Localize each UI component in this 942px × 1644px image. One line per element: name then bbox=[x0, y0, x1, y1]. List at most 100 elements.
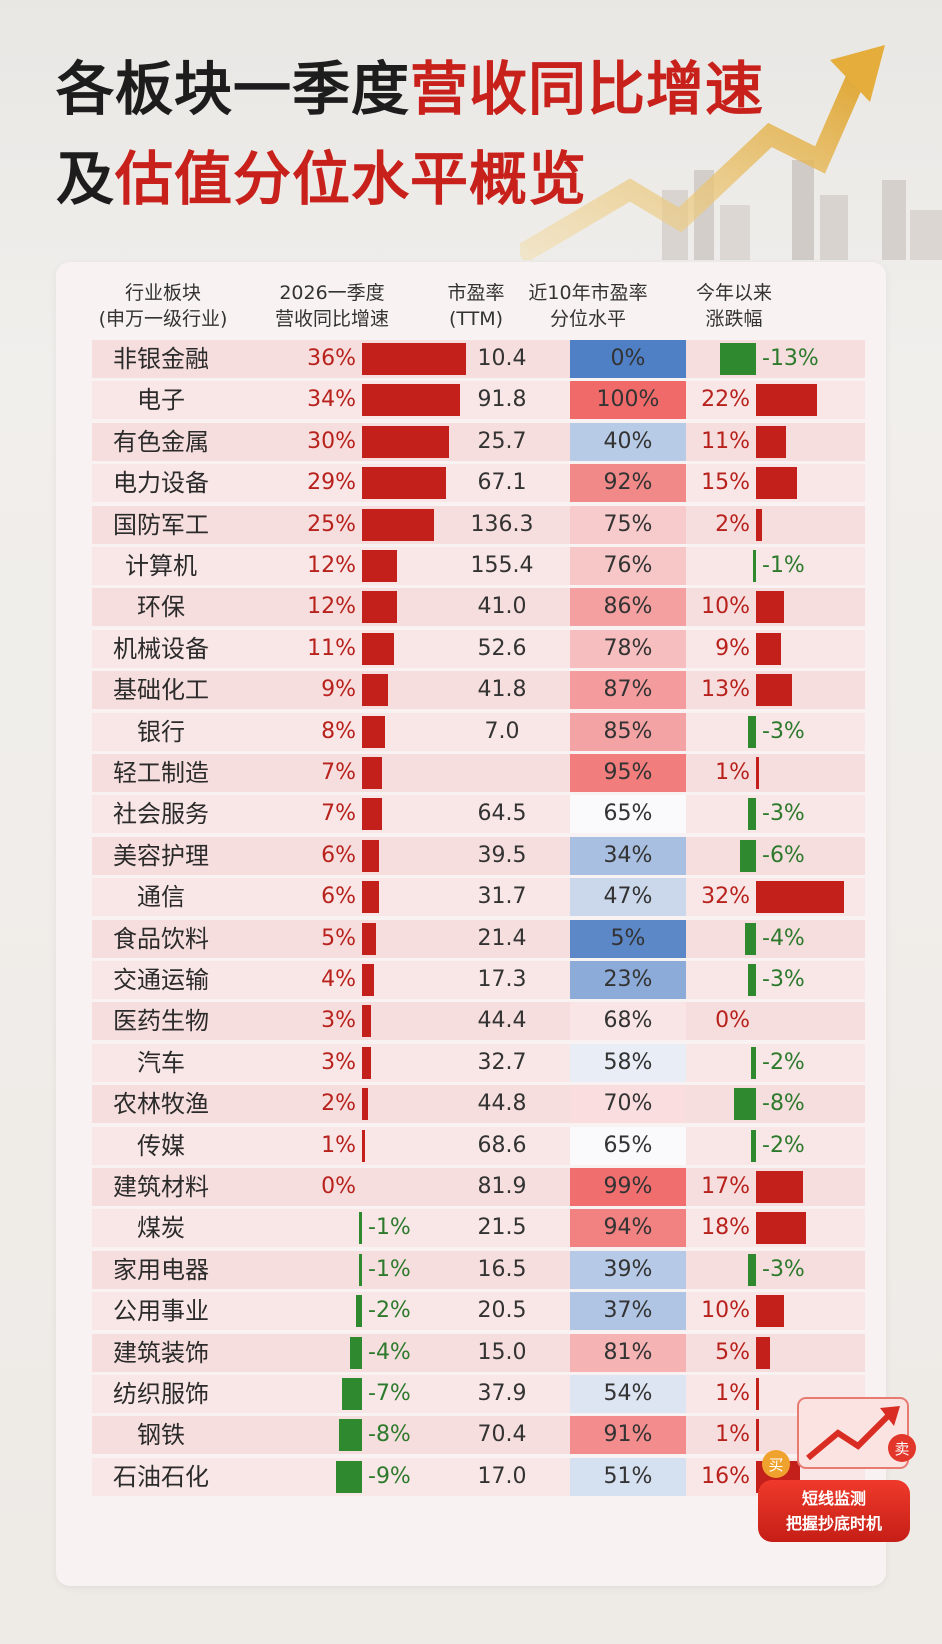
col-header-ytd-line1: 今年以来 bbox=[695, 282, 772, 304]
pe-value: 20.5 bbox=[477, 1298, 527, 1324]
revenue-value: 36% bbox=[307, 346, 356, 371]
short-term-monitor-badge[interactable]: 买 卖 短线监测 把握抄底时机 bbox=[758, 1388, 920, 1548]
revenue-value: 7% bbox=[321, 801, 356, 827]
pe-percentile-cell: 86% bbox=[570, 588, 686, 627]
ytd-value: -13% bbox=[762, 346, 819, 371]
pe-value: 15.0 bbox=[477, 1339, 527, 1365]
revenue-bar bbox=[362, 1046, 371, 1079]
pe-percentile-cell: 5% bbox=[570, 919, 686, 958]
pe-percentile-cell: 81% bbox=[570, 1333, 686, 1372]
revenue-value: 1% bbox=[321, 1132, 356, 1158]
industry-name: 医药生物 bbox=[113, 1007, 209, 1036]
industry-name: 公用事业 bbox=[113, 1297, 209, 1326]
ytd-bar bbox=[756, 1378, 759, 1410]
table-row: 食品饮料 5% 21.4 5% -4% bbox=[92, 919, 865, 958]
col-header-revenue-line1: 2026一季度 bbox=[279, 282, 385, 304]
pe-value: 44.4 bbox=[477, 1008, 527, 1034]
badge-text-box[interactable]: 短线监测 把握抄底时机 bbox=[758, 1480, 910, 1542]
ytd-value: 10% bbox=[701, 1298, 750, 1324]
ytd-value: 22% bbox=[701, 387, 750, 413]
table-row: 建筑材料 0% 81.9 99% 17% bbox=[92, 1168, 865, 1206]
pe-percentile-cell: 37% bbox=[570, 1292, 686, 1331]
pe-percentile-cell: 40% bbox=[570, 422, 686, 461]
revenue-bar bbox=[338, 1419, 362, 1452]
ytd-value: -1% bbox=[762, 553, 805, 578]
industry-name: 环保 bbox=[137, 593, 185, 622]
revenue-value: 11% bbox=[307, 635, 356, 661]
table-row: 煤炭 -1% 21.5 94% 18% bbox=[92, 1209, 865, 1248]
industry-name: 农林牧渔 bbox=[113, 1090, 209, 1119]
ytd-value: 32% bbox=[701, 884, 750, 910]
pe-value: 70.4 bbox=[477, 1422, 527, 1448]
revenue-bar bbox=[362, 674, 388, 707]
revenue-value: 12% bbox=[307, 594, 356, 620]
title-line1-red: 营收同比增速 bbox=[410, 55, 765, 123]
ytd-value: -8% bbox=[762, 1091, 805, 1117]
industry-name: 非银金融 bbox=[113, 345, 209, 373]
ytd-bar bbox=[756, 757, 759, 789]
ytd-bar bbox=[747, 715, 756, 748]
ytd-value: 9% bbox=[715, 635, 750, 661]
revenue-bar bbox=[359, 1212, 362, 1245]
revenue-value: -1% bbox=[368, 1215, 411, 1241]
ytd-value: -3% bbox=[762, 718, 805, 744]
trend-chart-icon: 买 卖 bbox=[762, 1397, 916, 1478]
revenue-value: 9% bbox=[321, 677, 356, 703]
table-row: 公用事业 -2% 20.5 37% 10% bbox=[92, 1292, 865, 1331]
pe-percentile-cell: 65% bbox=[570, 1126, 686, 1165]
ytd-bar bbox=[756, 1295, 784, 1328]
ytd-value: -2% bbox=[762, 1049, 805, 1075]
pe-percentile-cell: 23% bbox=[570, 961, 686, 999]
ytd-value: -3% bbox=[762, 1256, 805, 1282]
pe-value: 81.9 bbox=[477, 1174, 527, 1199]
industry-name: 钢铁 bbox=[137, 1421, 185, 1450]
revenue-bar bbox=[356, 1295, 362, 1328]
pe-value: 16.5 bbox=[477, 1256, 527, 1282]
ytd-value: 1% bbox=[715, 1422, 750, 1448]
revenue-bar bbox=[362, 1129, 365, 1162]
title-line2-red: 估值分位水平概览 bbox=[115, 145, 588, 213]
revenue-value: -8% bbox=[368, 1422, 411, 1448]
ytd-value: -2% bbox=[762, 1132, 805, 1158]
ytd-bar bbox=[756, 632, 781, 665]
industry-name: 基础化工 bbox=[113, 676, 209, 705]
pe-value: 21.4 bbox=[477, 925, 527, 951]
ytd-bar bbox=[747, 964, 756, 996]
revenue-bar bbox=[362, 715, 386, 748]
pe-value: 7.0 bbox=[484, 718, 520, 744]
pe-value: 136.3 bbox=[470, 511, 534, 537]
col-header-industry-line2: (申万一级行业) bbox=[98, 308, 228, 330]
badge-line2: 把握抄底时机 bbox=[785, 1514, 882, 1533]
pe-value: 44.8 bbox=[477, 1091, 527, 1117]
pe-percentile-cell: 85% bbox=[570, 712, 686, 751]
ytd-bar bbox=[756, 591, 784, 624]
revenue-value: 6% bbox=[321, 842, 356, 868]
table-row: 美容护理 6% 39.5 34% -6% bbox=[92, 836, 865, 875]
ytd-bar bbox=[747, 798, 756, 831]
pe-value: 21.5 bbox=[477, 1215, 527, 1241]
ytd-value: 16% bbox=[701, 1463, 750, 1489]
pe-value: 25.7 bbox=[477, 428, 527, 454]
buy-label: 买 bbox=[768, 1456, 783, 1474]
col-header-revenue-line2: 营收同比增速 bbox=[274, 308, 389, 330]
table-row: 传媒 1% 68.6 65% -2% bbox=[92, 1126, 865, 1165]
industry-name: 轻工制造 bbox=[113, 759, 209, 787]
revenue-bar bbox=[362, 881, 380, 914]
table-row: 交通运输 4% 17.3 23% -3% bbox=[92, 961, 865, 999]
industry-name: 食品饮料 bbox=[113, 924, 209, 953]
pe-percentile-cell: 39% bbox=[570, 1250, 686, 1289]
table-row: 通信 6% 31.7 47% 32% bbox=[92, 878, 865, 917]
pe-percentile-cell: 91% bbox=[570, 1416, 686, 1455]
industry-name: 建筑装饰 bbox=[113, 1338, 209, 1367]
pe-percentile-cell: 47% bbox=[570, 878, 686, 917]
revenue-value: -1% bbox=[368, 1256, 411, 1282]
revenue-bar bbox=[362, 964, 374, 996]
industry-name: 通信 bbox=[137, 883, 185, 912]
badge-line1: 短线监测 bbox=[801, 1489, 866, 1508]
revenue-bar bbox=[336, 1460, 362, 1493]
pe-percentile-cell: 76% bbox=[570, 547, 686, 585]
ytd-bar bbox=[756, 508, 762, 541]
revenue-value: 6% bbox=[321, 884, 356, 910]
revenue-value: 3% bbox=[321, 1008, 356, 1034]
pe-value: 68.6 bbox=[477, 1132, 527, 1158]
